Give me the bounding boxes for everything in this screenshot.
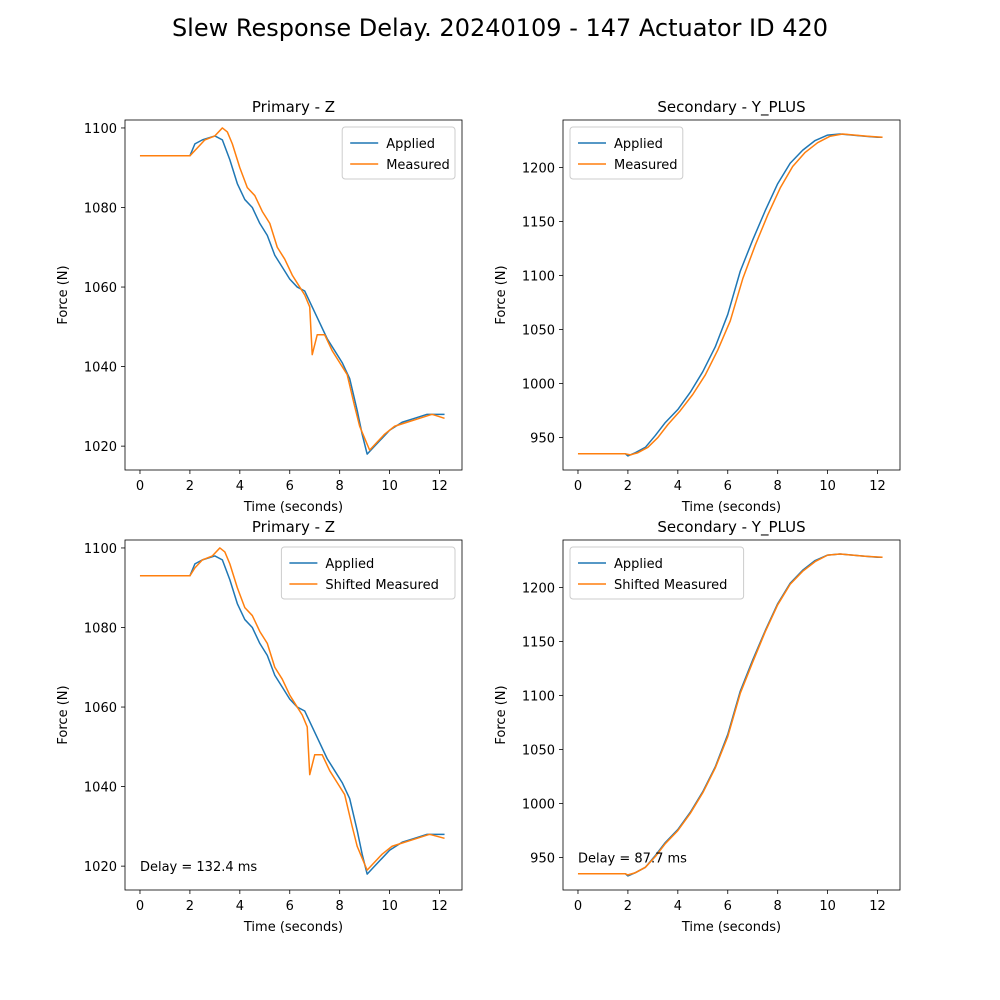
y-axis-label: Force (N) (56, 685, 71, 744)
y-tick-label: 950 (530, 852, 555, 867)
x-tick-label: 10 (819, 899, 836, 914)
legend-label: Shifted Measured (325, 578, 438, 593)
subplot-4: 0 2 4 6 8 10 12 950 1000 1050 1100 1150 1200 Secondar… (494, 518, 901, 935)
legend-label: Applied (614, 557, 663, 572)
x-axis-label: Time (seconds) (243, 920, 343, 935)
legend-label: Shifted Measured (614, 578, 727, 593)
x-tick-label: 6 (724, 899, 732, 914)
y-tick-label: 1100 (84, 122, 117, 137)
y-tick-label: 1080 (84, 202, 117, 217)
subplot-title: Secondary - Y_PLUS (657, 518, 805, 537)
series-line-applied (139, 555, 445, 875)
x-tick-label: 2 (186, 899, 194, 914)
y-axis-label: Force (N) (56, 265, 71, 324)
x-tick-label: 6 (286, 899, 294, 914)
x-tick-label: 2 (624, 479, 632, 494)
subplot-title: Secondary - Y_PLUS (657, 98, 805, 117)
y-tick-label: 1000 (522, 378, 555, 393)
x-tick-label: 2 (624, 899, 632, 914)
subplot-2: 0 2 4 6 8 10 12 950 1000 1050 1100 1150 1200 Secondar… (494, 98, 901, 515)
y-tick-label: 1080 (84, 622, 117, 637)
y-tick-label: 1150 (522, 636, 555, 651)
series-line-shifted-measured (577, 553, 883, 876)
legend: Applied Measured (341, 126, 456, 180)
y-tick-label: 1100 (522, 270, 555, 285)
y-tick-label: 1150 (522, 216, 555, 231)
legend-label: Applied (614, 137, 663, 152)
x-tick-label: 4 (236, 479, 244, 494)
x-tick-label: 0 (136, 899, 144, 914)
delay-annotation: Delay = 87.7 ms (578, 852, 687, 867)
series-line-applied (139, 135, 445, 455)
y-tick-label: 1050 (522, 324, 555, 339)
x-tick-label: 12 (869, 479, 886, 494)
x-tick-label: 12 (869, 899, 886, 914)
legend-box (280, 546, 456, 600)
x-tick-label: 10 (381, 479, 398, 494)
x-tick-label: 12 (431, 899, 448, 914)
x-axis-label: Time (seconds) (681, 500, 781, 515)
axes-frame (124, 119, 463, 471)
subplot-3: 0 2 4 6 8 10 12 1020 1040 1060 1080 1100 Primary - Z… (56, 518, 463, 935)
subplot-title: Primary - Z (252, 518, 335, 536)
x-tick-label: 0 (136, 479, 144, 494)
x-tick-label: 8 (774, 899, 782, 914)
y-tick-label: 1000 (522, 798, 555, 813)
x-tick-label: 8 (336, 479, 344, 494)
y-tick-label: 1040 (84, 781, 117, 796)
x-tick-label: 0 (574, 479, 582, 494)
legend-box (341, 126, 456, 180)
legend-label: Applied (386, 137, 435, 152)
x-tick-label: 4 (674, 479, 682, 494)
legend-box (569, 546, 745, 600)
x-tick-label: 6 (286, 479, 294, 494)
x-axis-label: Time (seconds) (681, 920, 781, 935)
y-tick-label: 1050 (522, 744, 555, 759)
x-tick-label: 12 (431, 479, 448, 494)
x-tick-label: 8 (774, 479, 782, 494)
series-line-measured (577, 133, 883, 456)
x-tick-label: 4 (674, 899, 682, 914)
y-axis-label: Force (N) (494, 265, 509, 324)
x-tick-label: 6 (724, 479, 732, 494)
axes-frame (562, 119, 901, 471)
y-tick-label: 1100 (522, 690, 555, 705)
subplot-1: 0 2 4 6 8 10 12 1020 1040 1060 1080 1100 Primary - Z… (56, 98, 463, 515)
x-axis-label: Time (seconds) (243, 500, 343, 515)
legend-label: Applied (325, 557, 374, 572)
legend-label: Measured (614, 158, 678, 173)
legend: Applied Measured (569, 126, 684, 180)
y-tick-label: 1020 (84, 860, 117, 875)
y-axis-label: Force (N) (494, 685, 509, 744)
axes-frame (562, 539, 901, 891)
y-tick-label: 1040 (84, 361, 117, 376)
series-line-shifted-measured (139, 547, 445, 871)
x-tick-label: 8 (336, 899, 344, 914)
axes-frame (124, 539, 463, 891)
x-tick-label: 10 (381, 899, 398, 914)
legend-box (569, 126, 684, 180)
y-tick-label: 1100 (84, 542, 117, 557)
legend-label: Measured (386, 158, 450, 173)
y-tick-label: 1200 (522, 582, 555, 597)
y-tick-label: 1060 (84, 701, 117, 716)
x-tick-label: 0 (574, 899, 582, 914)
y-tick-label: 950 (530, 432, 555, 447)
delay-annotation: Delay = 132.4 ms (140, 860, 257, 875)
legend: Applied Shifted Measured (569, 546, 745, 600)
legend: Applied Shifted Measured (280, 546, 456, 600)
y-tick-label: 1060 (84, 281, 117, 296)
x-tick-label: 2 (186, 479, 194, 494)
series-line-applied (577, 133, 883, 457)
subplot-title: Primary - Z (252, 98, 335, 116)
series-line-applied (577, 553, 883, 877)
x-tick-label: 4 (236, 899, 244, 914)
x-tick-label: 10 (819, 479, 836, 494)
y-tick-label: 1020 (84, 440, 117, 455)
y-tick-label: 1200 (522, 162, 555, 177)
figure-title: Slew Response Delay. 20240109 - 147 Actu… (171, 14, 829, 42)
series-line-measured (139, 127, 445, 451)
